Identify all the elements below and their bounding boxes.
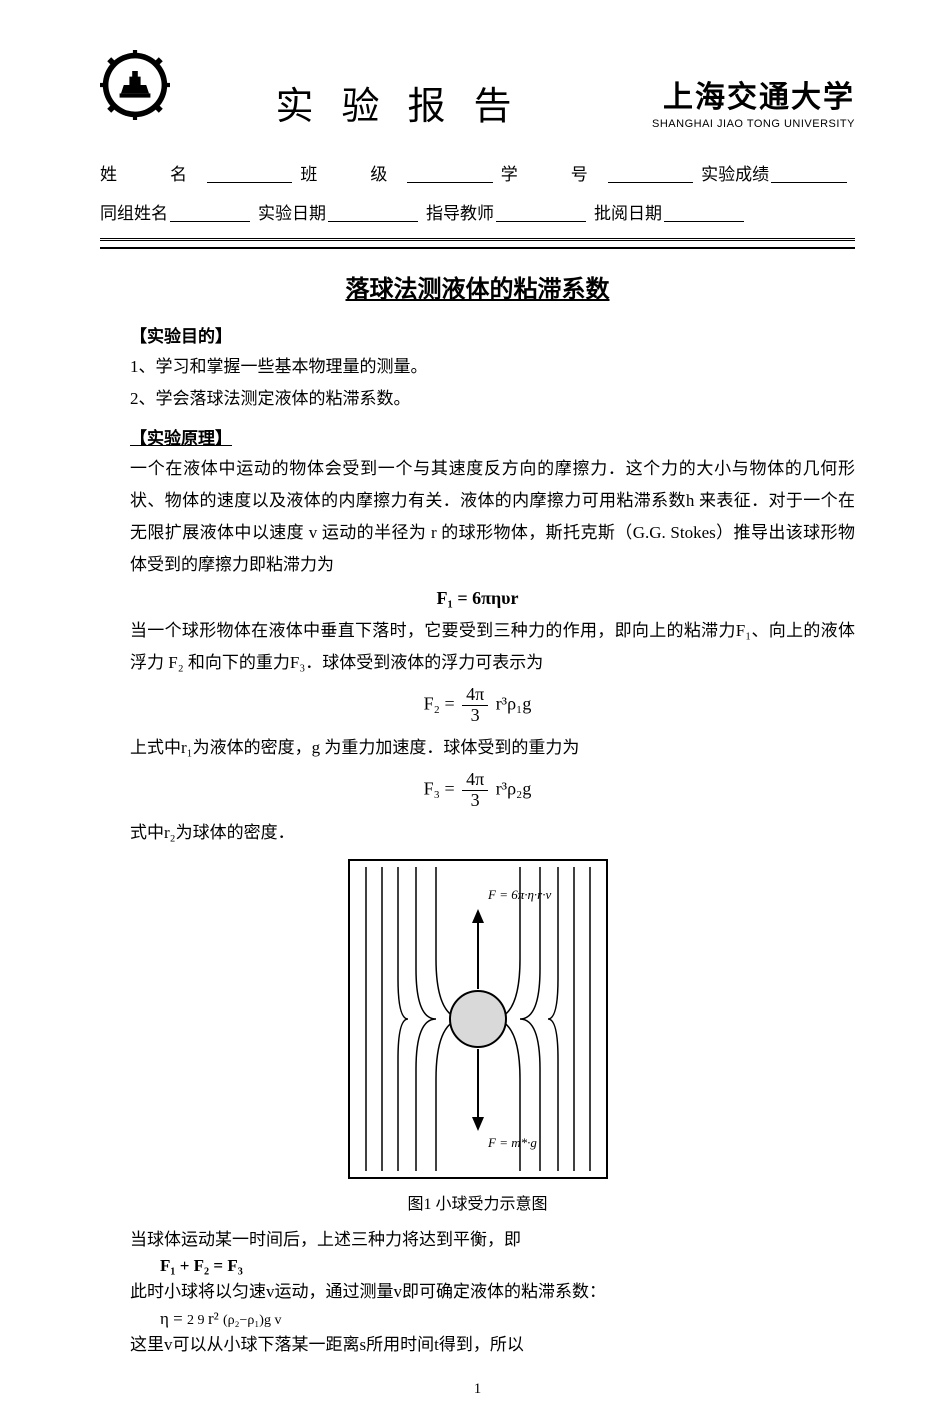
label-score: 实验成绩 (701, 160, 769, 185)
section-principle-head: 【实验原理】 (130, 424, 855, 449)
divider-top (100, 238, 855, 245)
eq-f3-rhs: r³ρ₂g (496, 779, 532, 799)
principle-para-7: 这里v可以从小球下落某一距离s所用时间t得到，所以 (130, 1329, 855, 1361)
header: 实验报告 上海交通大学 SHANGHAI JIAO TONG UNIVERSIT… (100, 50, 855, 130)
blank-review[interactable] (664, 201, 744, 222)
equation-f2: F₂ = 4π 3 r³ρ₁g (100, 685, 855, 726)
university-name-cn: 上海交通大学 (625, 72, 855, 116)
figure-1-caption: 图1 小球受力示意图 (100, 1190, 855, 1214)
principle-para-6: 此时小球将以匀速v运动，通过测量v即可确定液体的粘滞系数： (130, 1276, 855, 1308)
blank-teacher[interactable] (496, 201, 586, 222)
label-partner: 同组姓名 (100, 199, 168, 224)
eq-eta-den: v (274, 1313, 281, 1328)
eq-eta-lhs: η = (160, 1309, 183, 1328)
equation-f3: F₃ = 4π 3 r³ρ₂g (100, 770, 855, 811)
equation-f1: F₁ = 6πηυr (100, 588, 855, 609)
label-date: 实验日期 (258, 199, 326, 224)
divider-bottom (100, 247, 855, 249)
eq-f1-text: F₁ = 6πηυr (436, 588, 518, 608)
blank-class[interactable] (407, 162, 492, 183)
blank-id[interactable] (608, 162, 693, 183)
university-block: 上海交通大学 SHANGHAI JIAO TONG UNIVERSITY (625, 72, 855, 130)
principle-para-1: 一个在液体中运动的物体会受到一个与其速度反方向的摩擦力．这个力的大小与物体的几何… (130, 453, 855, 582)
blank-date[interactable] (328, 201, 418, 222)
label-id: 学 号 (501, 160, 606, 185)
eq-eta-frac: (ρ₂−ρ₁)g v (223, 1313, 281, 1328)
eq-eta-cden: 9 (197, 1313, 204, 1328)
label-review: 批阅日期 (594, 199, 662, 224)
eq-f2-lhs: F₂ = (424, 694, 455, 714)
university-logo-icon (100, 50, 170, 120)
fig-label-top: F = 6π·η·r·v (487, 887, 551, 902)
equation-eta: η = 2 9 r² (ρ₂−ρ₁)g v (160, 1309, 855, 1329)
purpose-item-2: 2、学会落球法测定液体的粘滞系数。 (130, 383, 855, 415)
eq-f3-den: 3 (462, 791, 488, 811)
principle-para-3: 上式中r₁为液体的密度，g 为重力加速度．球体受到的重力为 (130, 732, 855, 764)
eq-eta-coef: 2 9 (187, 1313, 208, 1328)
university-name-en: SHANGHAI JIAO TONG UNIVERSITY (625, 118, 855, 130)
eq-f2-frac: 4π 3 (462, 685, 488, 726)
eq-f2-num: 4π (462, 685, 488, 706)
page: 实验报告 上海交通大学 SHANGHAI JIAO TONG UNIVERSIT… (0, 0, 945, 1428)
principle-para-5: 当球体运动某一时间后，上述三种力将达到平衡，即 (130, 1224, 855, 1256)
label-teacher: 指导教师 (426, 199, 494, 224)
equation-balance: F₁ + F₂ = F₃ (160, 1256, 855, 1276)
blank-score[interactable] (771, 162, 847, 183)
main-title: 实验报告 (190, 75, 625, 130)
eq-eta-mid: r² (208, 1309, 219, 1328)
eq-balance-text: F₁ + F₂ = F₃ (160, 1256, 243, 1275)
form-row-2: 同组姓名 实验日期 指导教师 批阅日期 (100, 199, 855, 224)
page-number: 1 (100, 1381, 855, 1398)
eq-f2-rhs: r³ρ₁g (496, 694, 532, 714)
eq-f3-num: 4π (462, 770, 488, 791)
form-header: 姓 名 班 级 学 号 实验成绩 同组姓名 实验日期 指导教师 批阅日期 (100, 160, 855, 224)
force-diagram-icon: F = 6π·η·r·v F = m*·g (348, 859, 608, 1179)
principle-para-4: 式中r₂为球体的密度． (130, 817, 855, 849)
eq-f2-den: 3 (462, 706, 488, 726)
document-title: 落球法测液体的粘滞系数 (100, 269, 855, 304)
form-row-1: 姓 名 班 级 学 号 实验成绩 (100, 160, 855, 185)
eq-eta-cnum: 2 (187, 1313, 194, 1328)
figure-1: F = 6π·η·r·v F = m*·g (100, 859, 855, 1184)
blank-partner[interactable] (170, 201, 250, 222)
section-purpose-head: 【实验目的】 (130, 322, 855, 347)
eq-f3-frac: 4π 3 (462, 770, 488, 811)
logo-block (100, 50, 170, 130)
blank-name[interactable] (207, 162, 292, 183)
label-class: 班 级 (300, 160, 405, 185)
report-title-block: 实验报告 (170, 75, 625, 130)
fig-label-bottom: F = m*·g (487, 1135, 537, 1150)
purpose-item-1: 1、学习和掌握一些基本物理量的测量。 (130, 351, 855, 383)
label-name: 姓 名 (100, 160, 205, 185)
principle-para-2: 当一个球形物体在液体中垂直下落时，它要受到三种力的作用，即向上的粘滞力F₁、向上… (130, 615, 855, 680)
eq-f3-lhs: F₃ = (424, 779, 455, 799)
eq-eta-num: (ρ₂−ρ₁)g (223, 1313, 271, 1328)
